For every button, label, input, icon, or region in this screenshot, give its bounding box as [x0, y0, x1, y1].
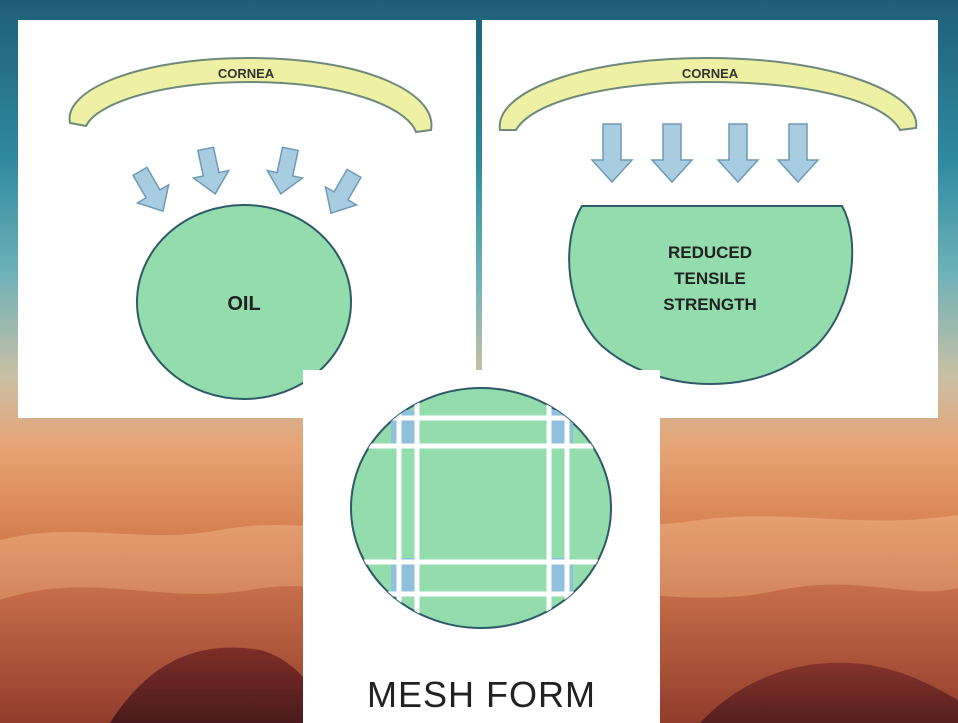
panel-tensile-diagram: CORNEA REDUCED TENSILE STRENGTH: [482, 20, 938, 418]
pressure-arrows: [132, 146, 362, 215]
arrow-down: [776, 123, 820, 184]
arrow-down-left: [324, 168, 362, 215]
tensile-diagram-graphic: CORNEA REDUCED TENSILE STRENGTH: [498, 56, 918, 386]
flattened-bubble: [568, 205, 854, 386]
panel-oil-diagram: CORNEA OIL: [18, 20, 476, 418]
arrow-down: [191, 146, 231, 195]
tensile-label-line-2: TENSILE: [674, 269, 746, 288]
arrow-down: [265, 146, 305, 195]
tensile-label-line-3: STRENGTH: [663, 295, 757, 314]
cornea-label: CORNEA: [682, 66, 739, 81]
arrow-down-right: [132, 166, 170, 213]
cornea-shape: [68, 56, 433, 134]
panel-mesh-diagram: MESH FORM: [303, 370, 660, 723]
cornea-shape: [498, 56, 918, 132]
arrow-down: [716, 123, 760, 184]
mesh-form-caption: MESH FORM: [367, 674, 596, 715]
pressure-arrows: [590, 123, 820, 184]
arrow-down: [590, 123, 634, 184]
mesh-diagram-graphic: [350, 387, 612, 629]
oil-diagram-graphic: CORNEA OIL: [68, 56, 433, 400]
oil-bubble: [136, 204, 352, 400]
arrow-down: [650, 123, 694, 184]
cornea-label: CORNEA: [218, 66, 275, 81]
mesh-corner-top-left: [391, 410, 417, 446]
tensile-label-line-1: REDUCED: [668, 243, 752, 262]
oil-label: OIL: [227, 293, 260, 315]
